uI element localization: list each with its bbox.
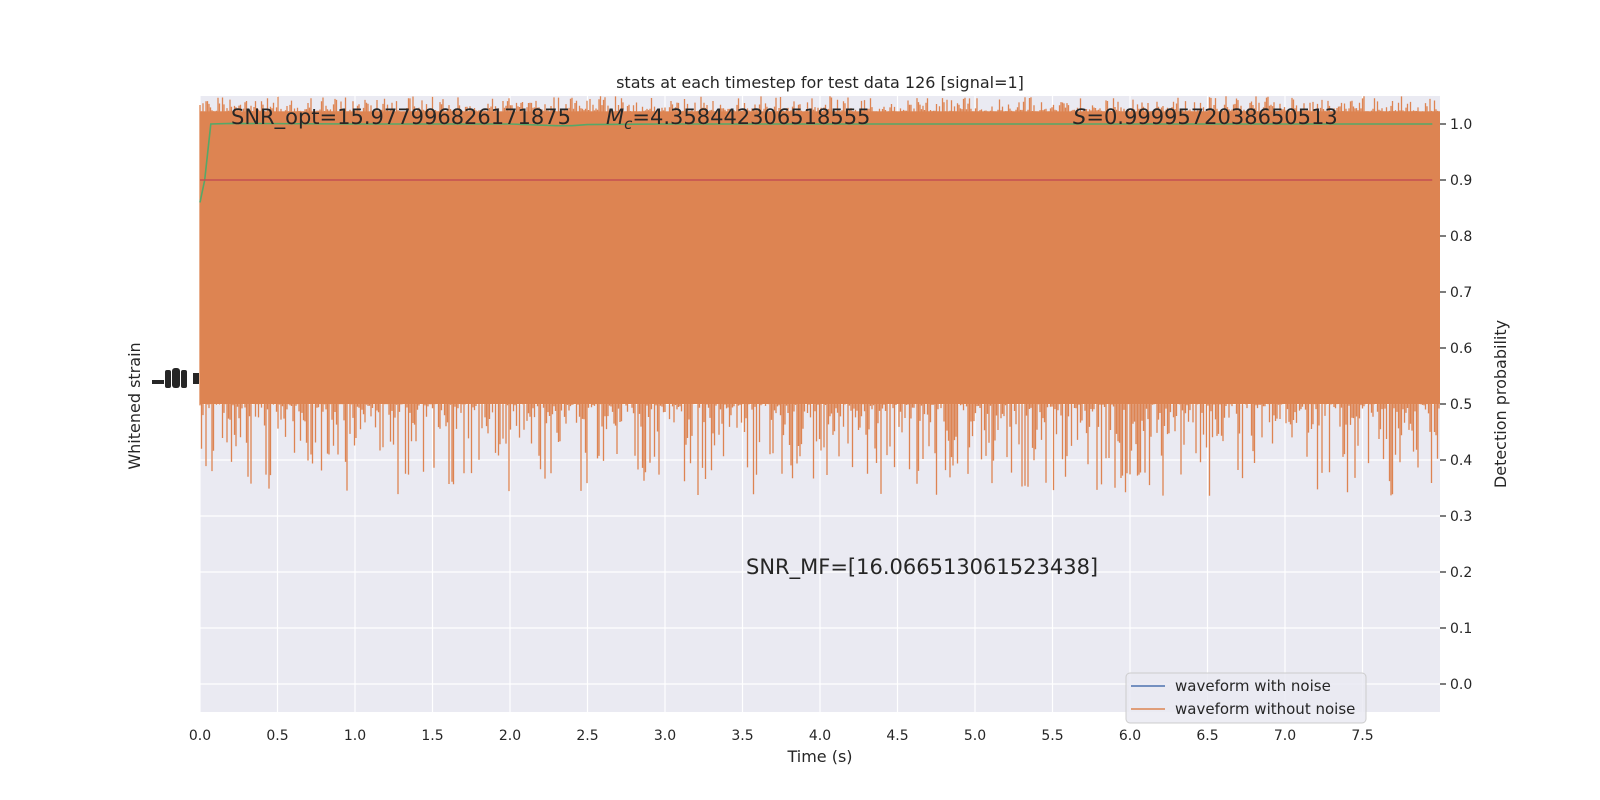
chart-title: stats at each timestep for test data 126… <box>616 73 1024 92</box>
right-axis-label: Detection probability <box>1491 320 1510 488</box>
series-waveform-without-noise <box>199 96 1440 496</box>
left-axis-label: Whitened strain <box>125 342 144 469</box>
x-tick-label: 7.5 <box>1351 728 1373 744</box>
x-axis-ticks: 0.0 0.5 1.0 1.5 2.0 2.5 3.0 3.5 4.0 4.5 5.0 5.5 6.0 6… <box>189 728 1374 744</box>
annotation-chirp-mass: Mc=4.358442306518555 <box>606 105 870 133</box>
right-tick-label: 0.3 <box>1450 509 1472 525</box>
annotation-snr-mf: SNR_MF=[16.066513061523438] <box>746 555 1098 580</box>
right-tick-label: 0.2 <box>1450 565 1472 581</box>
right-tick-label: 0.1 <box>1450 621 1472 637</box>
right-tick-label: 0.5 <box>1450 397 1472 413</box>
annotation-s: S=0.9999572038650513 <box>1073 105 1338 129</box>
right-tick-label: 0.9 <box>1450 173 1472 189</box>
annotation-s-value: =0.9999572038650513 <box>1086 105 1337 129</box>
x-tick-label: 0.0 <box>189 728 211 744</box>
legend-label-waveform-with-noise: waveform with noise <box>1175 677 1331 695</box>
right-tick-label: 0.8 <box>1450 229 1472 245</box>
left-tick-label-blob <box>181 370 187 388</box>
x-tick-label: 4.5 <box>886 728 908 744</box>
x-tick-label: 3.5 <box>731 728 753 744</box>
right-tick-label: 0.4 <box>1450 453 1472 469</box>
left-tick-label-blob <box>193 373 199 384</box>
left-tick-label-blob <box>172 368 180 388</box>
x-tick-label: 3.0 <box>654 728 676 744</box>
x-tick-label: 5.5 <box>1041 728 1063 744</box>
legend: waveform with noise waveform without noi… <box>1125 672 1367 724</box>
waveform-without-noise-line <box>199 96 1440 496</box>
x-tick-label: 6.5 <box>1196 728 1218 744</box>
annotation-chirp-mass-symbol: M <box>606 105 624 129</box>
annotation-chirp-mass-subscript: c <box>624 115 633 133</box>
x-tick-label: 6.0 <box>1119 728 1141 744</box>
series-lines <box>199 122 1433 203</box>
x-tick-label: 5.0 <box>964 728 986 744</box>
x-tick-label: 2.5 <box>576 728 598 744</box>
right-tick-label: 0.7 <box>1450 285 1472 301</box>
right-tick-label: 0.6 <box>1450 341 1472 357</box>
x-axis-label: Time (s) <box>786 747 852 766</box>
x-tick-label: 1.5 <box>421 728 443 744</box>
legend-box <box>1125 672 1367 724</box>
left-tick-label-blob <box>152 380 164 384</box>
series-detection-probability <box>199 122 1433 203</box>
legend-label-waveform-without-noise: waveform without noise <box>1175 700 1355 718</box>
left-tick-label-blob <box>165 370 171 388</box>
x-tick-label: 0.5 <box>266 728 288 744</box>
x-tick-label: 7.0 <box>1274 728 1296 744</box>
right-tick-label: 0.0 <box>1450 677 1472 693</box>
right-axis-ticks: 0.0 0.1 0.2 0.3 0.4 0.5 0.6 0.7 0.8 0.9 1.0 <box>1440 117 1472 693</box>
x-tick-label: 4.0 <box>809 728 831 744</box>
left-axis-tick-labels <box>152 368 199 388</box>
annotation-s-symbol: S <box>1073 105 1086 129</box>
x-tick-label: 1.0 <box>344 728 366 744</box>
right-tick-label: 1.0 <box>1450 117 1472 133</box>
x-tick-label: 2.0 <box>499 728 521 744</box>
annotation-snr-opt: SNR_opt=15.977996826171875 <box>231 105 571 130</box>
annotation-chirp-mass-value: =4.358442306518555 <box>632 105 870 129</box>
